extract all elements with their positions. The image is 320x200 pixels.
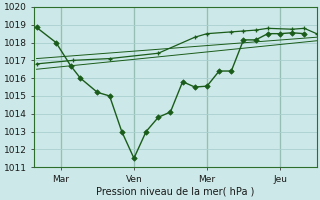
X-axis label: Pression niveau de la mer( hPa ): Pression niveau de la mer( hPa )	[96, 187, 254, 197]
